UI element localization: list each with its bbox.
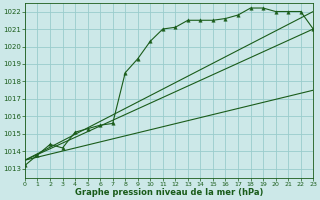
- X-axis label: Graphe pression niveau de la mer (hPa): Graphe pression niveau de la mer (hPa): [75, 188, 263, 197]
